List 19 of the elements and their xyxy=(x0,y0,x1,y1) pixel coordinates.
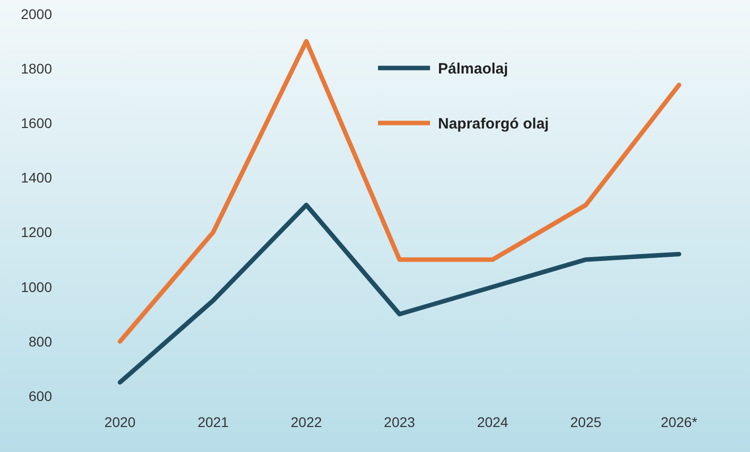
y-tick-label: 2000 xyxy=(20,6,52,22)
x-tick-label: 2024 xyxy=(477,414,508,430)
x-tick-label: 2026* xyxy=(660,414,698,430)
y-tick-label: 1200 xyxy=(20,224,52,240)
x-tick-label: 2021 xyxy=(198,414,229,430)
y-tick-label: 1000 xyxy=(20,278,52,295)
y-tick-label: 1400 xyxy=(20,170,52,186)
y-tick-label: 800 xyxy=(28,333,52,350)
y-tick-label: 600 xyxy=(28,388,52,404)
legend-label: Napraforgó olaj xyxy=(438,115,549,132)
line-series xyxy=(118,39,682,344)
x-tick-label: 2025 xyxy=(570,414,602,430)
x-tick-label: 2020 xyxy=(104,414,136,430)
y-tick-label: 1600 xyxy=(20,115,52,132)
x-tick-label: 2022 xyxy=(290,414,322,430)
x-tick-label: 2023 xyxy=(384,414,416,430)
y-tick-label: 1800 xyxy=(20,60,52,76)
legend-label: Pálmaolaj xyxy=(438,60,508,78)
line-series xyxy=(118,202,682,385)
